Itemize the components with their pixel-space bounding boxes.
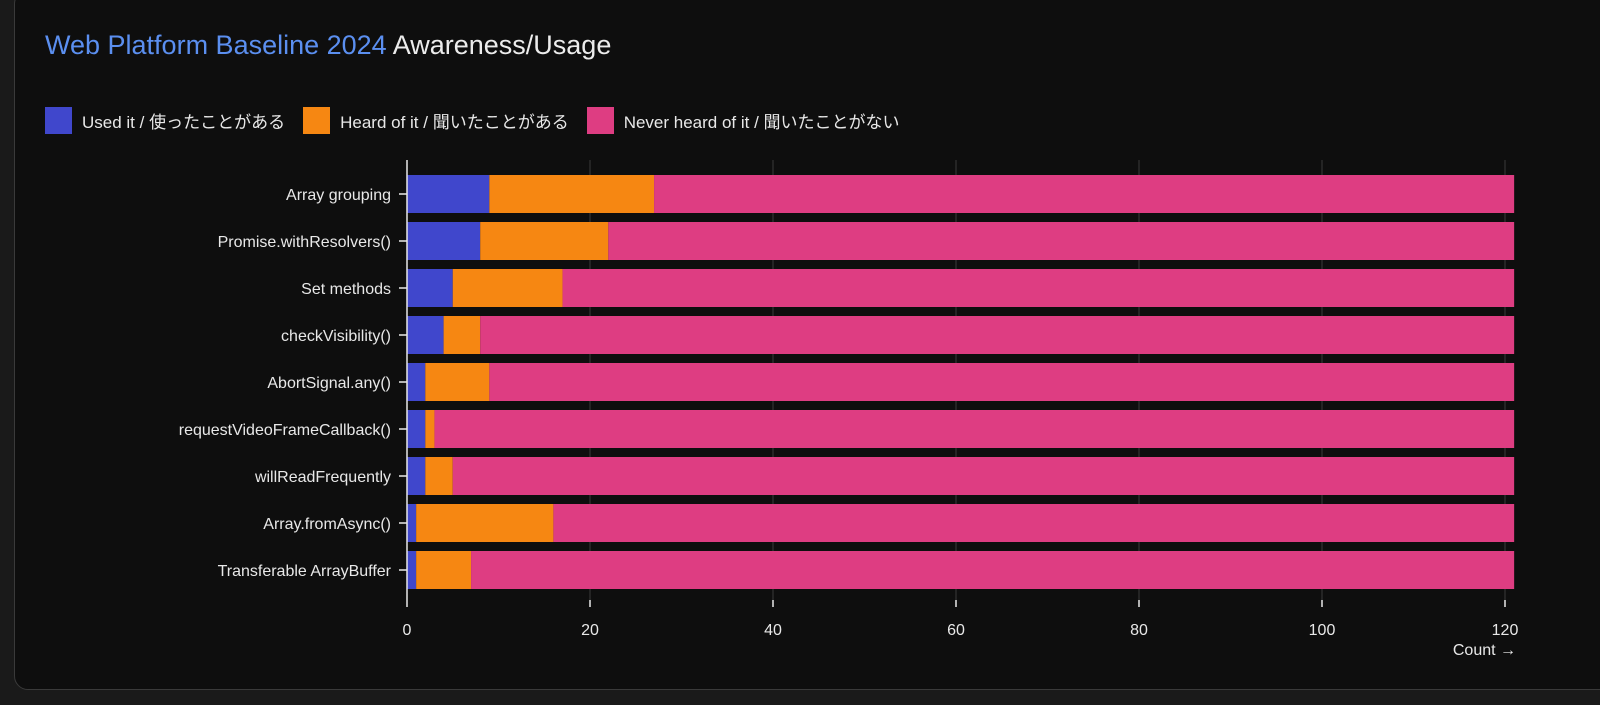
x-axis-label: Count → [1453,642,1516,659]
y-tick-label: AbortSignal.any() [267,375,391,392]
bar-segment [407,504,417,542]
bar-segment [407,175,490,213]
bar-segment [425,457,453,495]
legend-label: Never heard of it / 聞いたことがない [623,113,900,132]
bar-segment [608,222,1515,260]
y-tick-label: Promise.withResolvers() [218,234,391,251]
bar-segment [416,551,472,589]
legend-label: Heard of it / 聞いたことがある [340,113,569,132]
legend-swatch-used [45,107,72,134]
bar-segment [654,175,1515,213]
y-tick-label: Array grouping [286,187,391,204]
x-tick-label: 100 [1309,622,1336,639]
bar-segment [480,316,1515,354]
bar-segment [416,504,554,542]
bar-segment [452,457,1515,495]
x-tick-label: 40 [764,622,782,639]
bar-segment [407,410,426,448]
chart-title: Web Platform Baseline 2024 Awareness/Usa… [45,30,611,61]
y-tick-label: Array.fromAsync() [263,516,391,533]
bar-segment [471,551,1515,589]
x-tick-label: 20 [581,622,599,639]
bar-segment [407,457,426,495]
legend-item-heard: Heard of it / 聞いたことがある [303,107,569,134]
legend-swatch-heard [303,107,331,134]
bar-segment [407,316,444,354]
title-link[interactable]: Web Platform Baseline 2024 [45,30,387,60]
bar-segment [407,269,453,307]
bar-segment [443,316,481,354]
bar-segment [553,504,1515,542]
legend-item-used: Used it / 使ったことがある [45,107,285,134]
legend-label: Used it / 使ったことがある [82,113,286,132]
bar-segment [562,269,1515,307]
y-tick-label: requestVideoFrameCallback() [179,422,391,439]
y-tick-label: checkVisibility() [281,328,391,345]
bar-segment [434,410,1515,448]
bar-segment [480,222,609,260]
y-tick-label: Set methods [301,281,391,298]
bar-segment [489,363,1515,401]
legend-swatch-never [586,107,614,134]
x-tick-label: 60 [947,622,965,639]
title-rest: Awareness/Usage [392,30,612,60]
bar-segment [407,222,481,260]
bar-segment [452,269,563,307]
x-tick-label: 80 [1130,622,1148,639]
x-tick-label: 0 [403,622,412,639]
legend: Used it / 使ったことがある Heard of it / 聞いたことがあ… [45,107,918,134]
x-tick-label: 120 [1492,622,1519,639]
y-tick-label: willReadFrequently [254,469,391,486]
bar-segment [407,363,426,401]
legend-item-never: Never heard of it / 聞いたことがない [586,107,900,134]
bar-segment [407,551,417,589]
bar-segment [425,363,490,401]
bar-segment [489,175,655,213]
bar-segment [425,410,435,448]
y-tick-label: Transferable ArrayBuffer [218,563,392,580]
